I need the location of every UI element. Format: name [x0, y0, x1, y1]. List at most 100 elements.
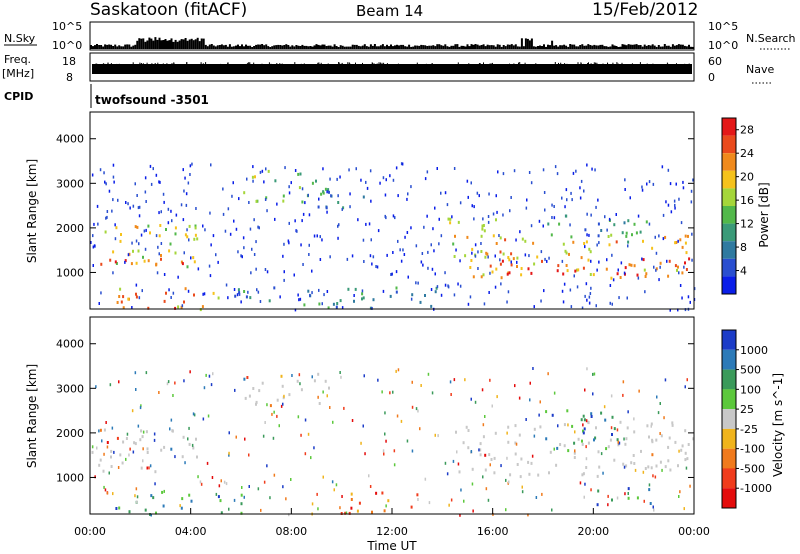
freq-spike: [279, 63, 281, 67]
nsky-bar: [460, 45, 463, 49]
freq-spike: [378, 62, 380, 66]
velocity-cell: [684, 385, 686, 389]
power-cell: [568, 252, 570, 256]
power-cell: [592, 273, 595, 277]
power-cell: [563, 282, 566, 286]
velocity-cell: [650, 424, 652, 428]
power-cell: [321, 302, 323, 306]
power-cell: [304, 201, 306, 205]
power-cell: [434, 272, 436, 276]
velocity-cell: [538, 413, 540, 417]
nsky-bar: [512, 45, 515, 49]
velocity-cell: [507, 440, 510, 444]
nsky-bar: [160, 40, 163, 49]
power-cell: [327, 306, 330, 310]
power-cell: [588, 301, 591, 305]
power-cell: [565, 214, 568, 218]
power-cell: [642, 258, 645, 262]
nsky-bar: [609, 46, 612, 49]
power-cell: [678, 271, 680, 275]
power-cell: [339, 299, 342, 303]
power-cell: [540, 299, 542, 303]
power-cell: [659, 261, 662, 265]
freq-spike: [376, 63, 378, 67]
power-cell: [454, 234, 456, 238]
freq-trace: [92, 62, 692, 74]
nsky-bar: [414, 45, 417, 49]
power-cell: [687, 295, 690, 299]
power-cell: [679, 238, 682, 242]
nsky-bar: [253, 46, 256, 49]
velocity-cell: [623, 465, 626, 469]
velocity-cell: [479, 448, 482, 452]
power-cell: [324, 187, 327, 191]
power-cell: [492, 234, 495, 238]
nsky-bar: [130, 46, 133, 49]
freq-spike: [646, 63, 648, 67]
velocity-cell: [95, 385, 97, 389]
velocity-cell: [597, 489, 600, 493]
velocity-cell: [212, 372, 214, 376]
velocity-cell: [264, 421, 266, 424]
power-cell: [494, 254, 496, 258]
power-cell: [654, 235, 656, 239]
velocity-cell: [537, 473, 540, 477]
nsky-bar: [448, 46, 451, 49]
nsky-bar: [212, 45, 215, 49]
nsky-bar: [289, 46, 292, 49]
colorbar-tick-label: -500: [740, 462, 765, 475]
velocity-cell: [252, 387, 255, 390]
power-cell: [633, 264, 636, 268]
freq-spike: [490, 63, 492, 67]
freq-spike: [558, 62, 559, 66]
power-cell: [580, 179, 583, 183]
freq-bottom-tick: 8: [66, 71, 73, 84]
velocity-cell: [280, 374, 283, 378]
velocity-cell: [581, 473, 584, 477]
power-cell: [193, 293, 195, 297]
velocity-cell: [243, 495, 245, 499]
power-cell: [675, 182, 677, 186]
power-cell: [376, 265, 379, 269]
power-cell: [495, 242, 498, 245]
velocity-cell: [121, 461, 124, 465]
power-cell: [667, 274, 670, 278]
power-cell: [332, 302, 335, 306]
nsky-bar: [440, 45, 443, 49]
power-cell: [586, 233, 588, 237]
power-cell: [474, 243, 477, 247]
power-cell: [209, 211, 211, 215]
nsky-bar: [381, 44, 384, 49]
nsky-bar: [585, 45, 588, 49]
power-cell: [391, 272, 393, 276]
power-cell: [492, 212, 495, 216]
power-cell: [519, 230, 521, 234]
power-cell: [585, 282, 588, 286]
power-cell: [681, 245, 684, 249]
power-cell: [471, 204, 473, 208]
velocity-cell: [205, 373, 207, 377]
power-cell: [349, 205, 351, 209]
power-cell: [175, 213, 178, 217]
power-cbar-label: Power [dB]: [757, 182, 771, 247]
nsky-bar: [162, 40, 165, 49]
power-cell: [283, 278, 285, 282]
power-cell: [116, 301, 119, 304]
velocity-cell: [406, 439, 409, 443]
power-cell: [186, 265, 189, 269]
power-cell: [177, 305, 180, 309]
power-cell: [486, 252, 489, 256]
power-cell: [395, 290, 398, 294]
velocity-cell: [188, 442, 191, 446]
power-cell: [483, 302, 486, 306]
power-cell: [473, 217, 475, 221]
power-cell: [177, 275, 179, 279]
velocity-cell: [684, 429, 687, 433]
power-cell: [138, 214, 141, 218]
power-cell: [301, 200, 304, 204]
nsky-bar: [597, 45, 600, 49]
power-cell: [265, 167, 267, 171]
power-cell: [282, 254, 284, 258]
power-cell: [451, 215, 453, 219]
